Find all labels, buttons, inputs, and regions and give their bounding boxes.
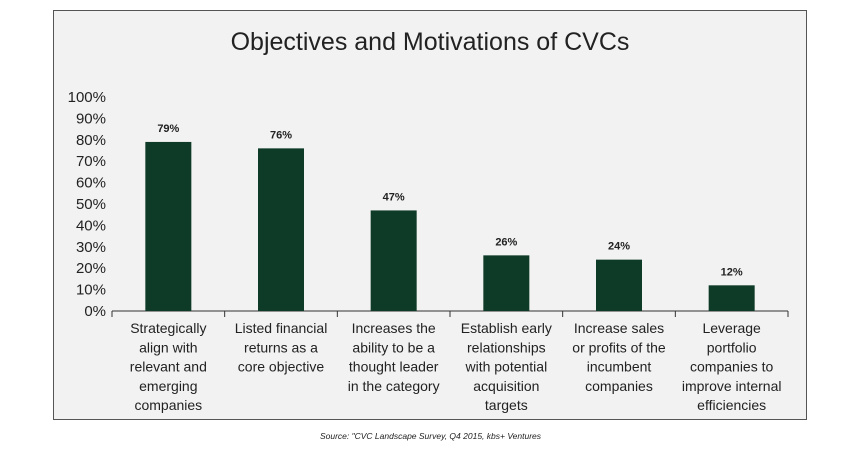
bar xyxy=(596,259,642,311)
category-label-line: Establish early xyxy=(461,320,552,336)
data-label: 12% xyxy=(721,266,743,278)
bar xyxy=(145,141,192,311)
category-label-line: improve internal xyxy=(682,378,782,394)
category-label-line: or profits of the xyxy=(572,339,666,355)
category-label-line: relationships xyxy=(467,339,546,355)
category-label: Leverage portfolio companies to improve int… xyxy=(682,320,782,413)
y-tick-label: 80% xyxy=(76,132,106,149)
category-label-line: companies xyxy=(585,378,653,394)
category-label-line: align with xyxy=(139,339,197,355)
category-label-line: acquisition xyxy=(473,378,539,394)
data-label: 76% xyxy=(270,129,292,141)
category-label-line: incumbent xyxy=(587,359,652,375)
bar xyxy=(370,210,417,311)
category-label-line: with potential xyxy=(464,359,547,375)
y-tick-label: 10% xyxy=(76,282,106,299)
category-label: Increase sales or profits of the incumbent… xyxy=(572,320,666,394)
category-label-line: Increase sales xyxy=(574,320,664,336)
category-label-line: emerging xyxy=(139,378,197,394)
category-label-line: companies xyxy=(134,397,202,413)
category-label-line: portfolio xyxy=(707,339,757,355)
category-label-line: efficiencies xyxy=(697,397,766,413)
y-tick-label: 70% xyxy=(76,153,106,170)
category-label-line: Strategically xyxy=(130,320,206,336)
category-label: Listed financial returns as a core objecti… xyxy=(235,320,328,375)
category-label-line: Listed financial xyxy=(235,320,328,336)
bar xyxy=(483,255,530,311)
category-label-line: targets xyxy=(485,397,528,413)
category-label: Establish early relationships with potenti… xyxy=(461,320,552,413)
y-tick-label: 0% xyxy=(84,303,106,320)
y-tick-label: 20% xyxy=(76,260,106,277)
category-label-line: ability to be a xyxy=(352,339,435,355)
y-tick-label: 100% xyxy=(68,89,106,106)
bar xyxy=(708,285,755,311)
y-tick-label: 60% xyxy=(76,175,106,192)
category-label-line: core objective xyxy=(238,359,325,375)
y-tick-label: 50% xyxy=(76,196,106,213)
category-label-line: returns as a xyxy=(244,339,318,355)
data-label: 26% xyxy=(495,236,517,248)
bar xyxy=(258,148,304,311)
category-label: Increases the ability to be a thought lead… xyxy=(348,320,440,394)
category-label-line: in the category xyxy=(348,378,440,394)
data-label: 24% xyxy=(608,241,630,253)
category-label-line: Leverage xyxy=(702,320,761,336)
y-tick-label: 30% xyxy=(76,239,106,256)
category-label-line: thought leader xyxy=(349,359,439,375)
data-label: 47% xyxy=(383,191,405,203)
y-tick-label: 90% xyxy=(76,110,106,127)
chart-title: Objectives and Motivations of CVCs xyxy=(230,28,630,56)
data-label: 79% xyxy=(157,123,179,135)
category-label-line: relevant and xyxy=(130,359,207,375)
y-tick-label: 40% xyxy=(76,217,106,234)
category-label: Strategically align with relevant and emerg… xyxy=(130,320,207,413)
source-note: Source: "CVC Landscape Survey, Q4 2015, … xyxy=(319,431,542,441)
category-label-line: Increases the xyxy=(352,320,436,336)
category-label-line: companies to xyxy=(690,359,773,375)
